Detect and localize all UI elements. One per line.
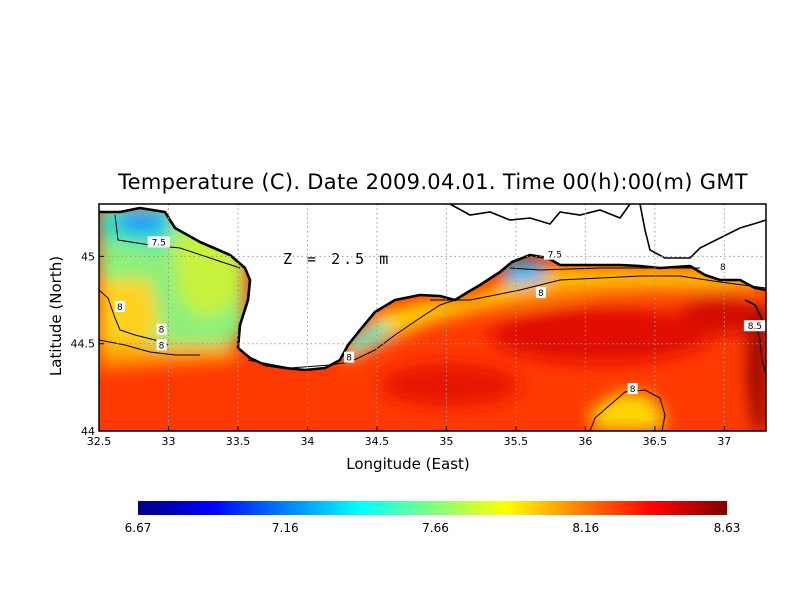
x-tick-label: 35.5: [504, 435, 529, 448]
y-axis-label: Latitude (North): [47, 256, 65, 376]
contour-label: 8: [159, 326, 165, 336]
colorbar-tick-label: 8.16: [572, 521, 599, 535]
contour-label: 7.5: [152, 238, 166, 248]
chart-title: Temperature (C). Date 2009.04.01. Time 0…: [118, 170, 748, 194]
contour-label: 8: [630, 385, 636, 395]
contour-label-bg: [543, 248, 566, 260]
contour-label-bg: [344, 351, 355, 363]
x-tick-label: 37: [717, 435, 731, 448]
contour-label-bg: [114, 301, 125, 313]
depth-label: Z = 2.5 m: [283, 250, 391, 268]
grid-lines: [99, 204, 766, 431]
contour-label-bg: [743, 320, 766, 332]
x-tick-label: 34: [300, 435, 314, 448]
contour-label-bg: [156, 323, 167, 335]
colorbar-tick-labels: 6.67 7.16 7.66 8.16 8.63: [125, 521, 741, 535]
x-axis-label: Longitude (East): [346, 455, 469, 473]
contour-label-bg: [627, 383, 638, 395]
contour-label: 8.5: [748, 322, 762, 332]
x-tick-label: 33.5: [226, 435, 251, 448]
y-tick-label: 45: [81, 250, 95, 263]
y-tick-label: 44.5: [71, 338, 96, 351]
x-tick-label: 34.5: [365, 435, 390, 448]
contour-label-bg: [535, 287, 546, 299]
plot-frame: [98, 203, 767, 432]
x-tick-label: 32.5: [87, 435, 112, 448]
coastline: [99, 206, 767, 372]
colorbar-tick-label: 7.16: [272, 521, 299, 535]
x-axis-ticks: 32.5 33 33.5 34 34.5 35 35.5 36 36.5 37: [87, 426, 731, 448]
land-mask: [99, 204, 766, 370]
x-tick-label: 36.5: [643, 435, 668, 448]
colorbar-tick-label: 7.66: [422, 521, 449, 535]
contour-labels: 7.5 7.5 8 8 8 8 8 8 8 8.5: [114, 236, 766, 395]
contour-label: 8: [720, 263, 726, 273]
contour-label: 8: [538, 289, 544, 299]
colorbar: [138, 501, 727, 515]
y-axis-ticks: 44 44.5 45: [71, 250, 104, 438]
x-tick-label: 36: [578, 435, 592, 448]
coastline-kerch: [639, 203, 767, 259]
contour-label: 8: [117, 303, 123, 313]
y-tick-label: 44: [81, 425, 95, 438]
contour-label: 8: [159, 341, 165, 351]
coastline-kerch-north: [449, 203, 631, 225]
colorbar-tick-label: 6.67: [125, 521, 152, 535]
contour-label-bg: [156, 339, 167, 351]
x-tick-label: 35: [439, 435, 453, 448]
contour-label-bg: [717, 260, 728, 272]
contour-label: 8: [346, 354, 352, 364]
colorbar-tick-label: 8.63: [714, 521, 741, 535]
contour-label: 7.5: [548, 251, 562, 261]
x-tick-label: 33: [161, 435, 175, 448]
contour-label-bg: [147, 236, 170, 248]
